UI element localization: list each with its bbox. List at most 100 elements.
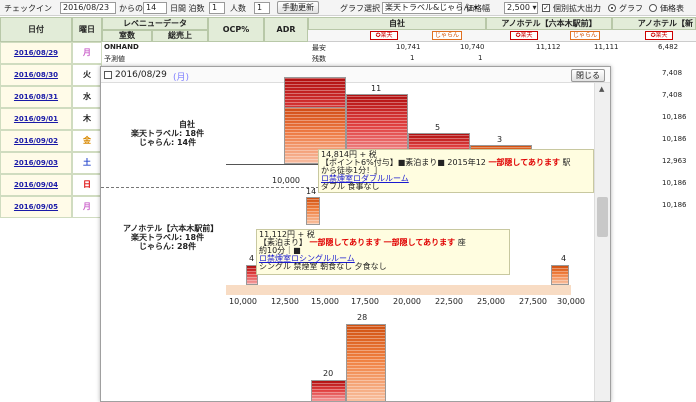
comp-jalan-count: じゃらん: 28件	[139, 242, 197, 251]
price-range-value: 2,500	[507, 3, 530, 12]
date-link-2[interactable]: 2016/08/31	[0, 86, 72, 108]
badge-row	[308, 30, 696, 42]
tooltip-own-plan-text: 【ポイント6%付与】■素泊まり■ 2015年12	[321, 158, 486, 167]
comp-bar-count-2: 14	[306, 187, 317, 196]
tooltip-comp-hidden-a: 一部隠してあります	[309, 238, 382, 247]
date-link-6[interactable]: 2016/09/04	[0, 174, 72, 196]
from-label: からの	[119, 4, 143, 13]
comp-bar-count-3: 4	[561, 254, 567, 263]
axis-tick-17500: 17,500	[351, 297, 379, 306]
checkin-date-input[interactable]: 2016/08/23	[60, 2, 116, 14]
price-range-select[interactable]: 2,500 ▾	[504, 2, 538, 14]
tooltip-comp-price: 11,112円 + 税	[259, 230, 315, 239]
date-link-3[interactable]: 2016/09/01	[0, 108, 72, 130]
comp1-jalan-badge: じゃらん	[570, 31, 600, 40]
checkin-label: チェックイン	[4, 4, 52, 13]
tooltip-comp: 11,112円 + 税 【素泊まり】 一部隠してあります 一部隠してあります 座…	[256, 229, 510, 275]
competitor2-header: アノホテル【新	[612, 17, 696, 30]
comp2-rakuten-badge: ✪楽天	[645, 31, 673, 40]
own-bar-count-2: 5	[435, 123, 441, 132]
revenue-header: レベニューデータ	[102, 17, 208, 30]
date-link-7[interactable]: 2016/09/05	[0, 196, 72, 218]
own-rakuten-count: 楽天トラベル: 18件	[131, 129, 205, 138]
comp-bar-2	[306, 197, 320, 225]
tooltip-own-room-type: ダブル 食事なし	[321, 182, 380, 191]
weekday-cell-1: 火	[72, 64, 102, 86]
popup-checkbox[interactable]	[104, 71, 112, 79]
days-label: 日間 泊数	[170, 4, 205, 13]
own-hotel-name: 自社	[179, 120, 195, 129]
comp2-bar-2	[311, 380, 346, 401]
comp2-bar-count-1: 28	[357, 313, 368, 322]
price-table-radio[interactable]	[649, 4, 657, 12]
weekday-cell-5: 土	[72, 152, 102, 174]
nights-input[interactable]: 1	[209, 2, 225, 14]
axis-tick-20000: 20,000	[393, 297, 421, 306]
comp-rakuten-count: 楽天トラベル: 18件	[131, 233, 205, 242]
comp-bar-1	[246, 265, 258, 285]
graph-select-value: 楽天トラベル&じゃらん	[385, 3, 472, 12]
persons-input[interactable]: 1	[254, 2, 270, 14]
date-link-4[interactable]: 2016/09/02	[0, 130, 72, 152]
tooltip-comp-plan: 【素泊まり】 一部隠してあります 一部隠してあります 座	[259, 239, 507, 247]
toolbar: チェックイン 2016/08/23 からの 14 日間 泊数 1 人数 1 手動…	[0, 0, 696, 16]
total-sales-header: 総売上	[152, 30, 208, 42]
comp-bar-3	[551, 265, 569, 285]
own-rakuten-price: 10,741	[396, 43, 421, 51]
enlarge-output-checkbox[interactable]: ✓	[542, 4, 550, 12]
tooltip-comp-room-type: シングル 禁煙室 朝食なし 夕食なし	[259, 262, 387, 271]
own-bar-count-1: 11	[371, 84, 382, 93]
badge-text: 楽天	[655, 32, 668, 39]
graph-radio[interactable]	[608, 4, 616, 12]
rooms-header: 室数	[102, 30, 152, 42]
comp2-price-3: 10,186	[662, 113, 687, 121]
detail-popup: 2016/08/29 (月) 閉じる 自社 楽天トラベル: 18件 じゃらん: …	[100, 66, 611, 402]
tooltip-comp-access: 約10分｜■	[259, 246, 301, 255]
own-hotel-header: 自社	[308, 17, 486, 30]
ocp-header: OCP%	[208, 17, 264, 42]
axis-tick-12500: 12,500	[271, 297, 299, 306]
comp2-rakuten-price: 6,482	[658, 43, 679, 51]
weekday-cell-4: 金	[72, 130, 102, 152]
tooltip-own-access: から徒歩1分！］	[321, 166, 383, 175]
tooltip-comp-hidden-b: 一部隠してあります	[383, 238, 456, 247]
date-link-5[interactable]: 2016/09/03	[0, 152, 72, 174]
comp1-rakuten-badge: ✪楽天	[510, 31, 538, 40]
graph-select-label: グラフ選択	[340, 4, 380, 13]
comp2-price-7: 10,186	[662, 201, 687, 209]
graph-select[interactable]: 楽天トラベル&じゃらん ▾	[382, 2, 478, 14]
own-jalan-count: じゃらん: 14件	[139, 138, 197, 147]
axis-tick-25000: 25,000	[477, 297, 505, 306]
tooltip-comp-room-link[interactable]: ロ禁煙室ロシングルルーム	[259, 254, 355, 263]
manual-update-button[interactable]: 手動更新	[277, 1, 319, 14]
axis-tick-22500: 22,500	[435, 297, 463, 306]
own-rakuten-badge: ✪楽天	[370, 31, 398, 40]
close-button[interactable]: 閉じる	[571, 69, 605, 82]
weekday-cell-6: 日	[72, 174, 102, 196]
date-link-0[interactable]: 2016/08/29	[0, 42, 72, 64]
popup-header	[101, 67, 610, 83]
popup-scrollbar[interactable]: ▲	[594, 83, 610, 401]
badge-text: 楽天	[380, 32, 393, 39]
comp2-price-5: 12,963	[662, 157, 687, 165]
popup-date: 2016/08/29	[115, 70, 167, 80]
scrollbar-thumb[interactable]	[597, 197, 608, 237]
axis-tick-10000: 10,000	[229, 297, 257, 306]
scroll-up-icon[interactable]: ▲	[599, 85, 605, 93]
comp1-jalan-price: 11,111	[594, 43, 619, 51]
comp2-bar-count-2: 20	[323, 369, 334, 378]
adr-header: ADR	[264, 17, 308, 42]
days-input[interactable]: 14	[143, 2, 167, 14]
remaining-label: 残数	[312, 55, 326, 63]
onhand-label: ONHAND	[104, 43, 139, 51]
tooltip-own-price: 14,814円 + 税	[321, 150, 377, 159]
tooltip-own-plan-end: 駅	[562, 158, 571, 167]
tooltip-own-room-link[interactable]: ロ禁煙室ロダブルルーム	[321, 174, 409, 183]
axis-tick-15000: 15,000	[311, 297, 339, 306]
date-link-1[interactable]: 2016/08/30	[0, 64, 72, 86]
comp-axis-band	[226, 285, 571, 295]
tooltip-comp-plan-end: 座	[457, 238, 466, 247]
date-header: 日付	[0, 17, 72, 42]
weekday-cell-7: 月	[72, 196, 102, 218]
axis-tick-30000: 30,000	[557, 297, 585, 306]
